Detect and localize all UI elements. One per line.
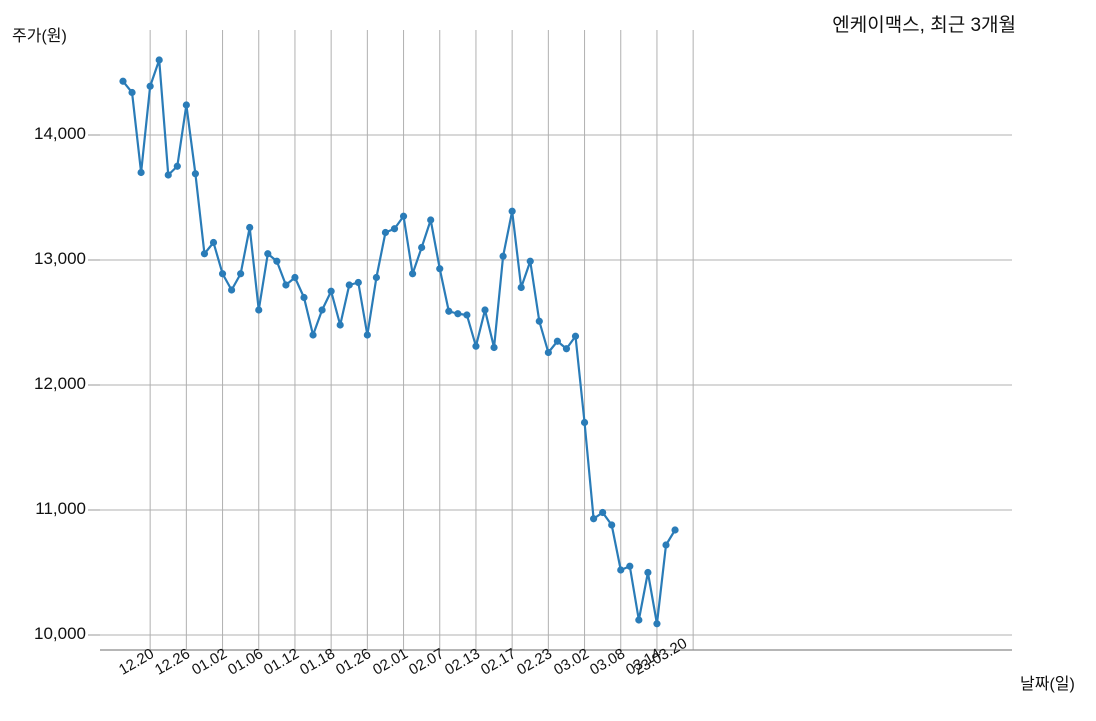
data-point [354, 278, 362, 287]
data-point [580, 418, 589, 427]
data-point [608, 521, 616, 529]
y-tick-label: 13,000 [34, 249, 86, 268]
data-point [599, 508, 607, 517]
data-point [137, 168, 145, 177]
data-point [454, 310, 462, 318]
data-point [662, 541, 670, 549]
axis-lines [88, 134, 1012, 651]
data-point [173, 162, 181, 170]
data-point [472, 342, 480, 350]
data-point [626, 562, 634, 570]
data-point [544, 348, 552, 357]
data-point [635, 616, 643, 624]
data-point [526, 257, 534, 265]
x-axis-label: 날짜(일) [1020, 676, 1075, 693]
price-markers [119, 56, 679, 628]
gridlines [100, 30, 1012, 650]
data-point [345, 281, 353, 289]
data-point [372, 273, 380, 282]
data-point [218, 270, 227, 278]
data-point [164, 171, 172, 179]
data-point [427, 216, 435, 224]
data-point [146, 82, 154, 90]
data-point [644, 568, 652, 577]
data-point [282, 281, 290, 289]
data-point [318, 306, 326, 314]
price-line [121, 58, 677, 625]
data-point [490, 343, 498, 352]
data-point [617, 566, 625, 574]
data-point [155, 56, 163, 64]
data-point [264, 250, 272, 258]
y-tick-label: 12,000 [34, 374, 86, 393]
data-point [418, 243, 426, 252]
data-point [300, 293, 308, 302]
data-point [200, 250, 209, 258]
data-point [517, 283, 525, 292]
data-point [381, 228, 390, 237]
data-point [291, 273, 299, 282]
data-point [390, 225, 399, 233]
data-point [309, 331, 317, 339]
y-tick-label: 11,000 [35, 499, 86, 518]
data-point [553, 337, 562, 345]
data-point [481, 306, 489, 314]
data-point [499, 252, 507, 260]
data-point [191, 170, 199, 178]
data-point [255, 306, 263, 314]
data-point [409, 270, 417, 278]
data-point [119, 77, 127, 85]
data-point [399, 212, 408, 220]
data-point [571, 332, 580, 340]
data-point [128, 88, 136, 97]
data-point [237, 270, 245, 278]
data-point [246, 223, 254, 232]
data-point [363, 331, 371, 339]
y-tick-label: 10,000 [34, 624, 86, 643]
data-point [327, 287, 335, 295]
chart-title: 엔케이맥스, 최근 3개월 [832, 15, 1016, 36]
data-point [209, 238, 218, 247]
data-point [336, 321, 344, 329]
data-point [228, 286, 236, 294]
data-point [463, 311, 471, 319]
y-axis-label: 주가(원) [12, 28, 67, 45]
data-point [436, 265, 444, 273]
data-point [535, 317, 543, 325]
data-point [273, 257, 281, 265]
data-point [182, 101, 190, 109]
data-point [671, 526, 679, 534]
data-point [590, 515, 598, 523]
y-tick-label: 14,000 [34, 124, 86, 143]
data-point [508, 207, 516, 215]
data-point [653, 620, 661, 628]
data-point [445, 307, 453, 315]
data-point [562, 345, 571, 353]
